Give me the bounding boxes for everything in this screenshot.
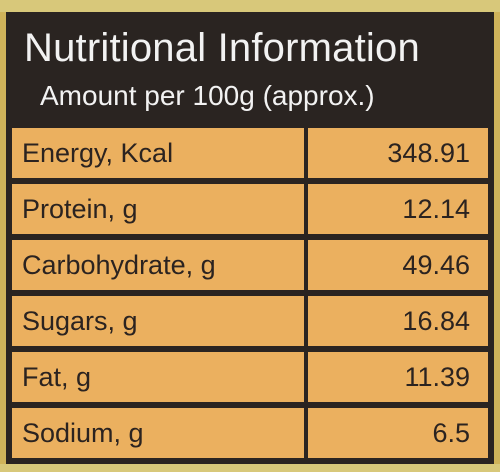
- nutrient-value: 348.91: [308, 128, 488, 178]
- nutrition-title: Nutritional Information: [24, 26, 420, 70]
- nutrient-name: Protein, g: [12, 184, 304, 234]
- nutrient-name: Carbohydrate, g: [12, 240, 304, 290]
- nutrition-subtitle: Amount per 100g (approx.): [40, 80, 375, 111]
- nutrient-value: 16.84: [308, 296, 488, 346]
- table-row-fat: Fat, g 11.39: [6, 348, 494, 404]
- nutrient-name: Sugars, g: [12, 296, 304, 346]
- top-border-strip: [0, 0, 500, 12]
- table-row-carbohydrate: Carbohydrate, g 49.46: [6, 236, 494, 292]
- bottom-border-strip: [0, 464, 500, 472]
- table-row-energy: Energy, Kcal 348.91: [6, 124, 494, 180]
- nutrient-value: 12.14: [308, 184, 488, 234]
- nutrient-name: Fat, g: [12, 352, 304, 402]
- nutrient-value: 11.39: [308, 352, 488, 402]
- nutrient-name: Energy, Kcal: [12, 128, 304, 178]
- nutrition-table: Energy, Kcal 348.91 Protein, g 12.14 Car…: [6, 124, 494, 464]
- nutrition-header: Nutritional Information Amount per 100g …: [6, 12, 494, 124]
- table-row-sugars: Sugars, g 16.84: [6, 292, 494, 348]
- nutrient-name: Sodium, g: [12, 408, 304, 458]
- table-row-protein: Protein, g 12.14: [6, 180, 494, 236]
- nutrient-value: 49.46: [308, 240, 488, 290]
- table-row-sodium: Sodium, g 6.5: [6, 404, 494, 460]
- nutrient-value: 6.5: [308, 408, 488, 458]
